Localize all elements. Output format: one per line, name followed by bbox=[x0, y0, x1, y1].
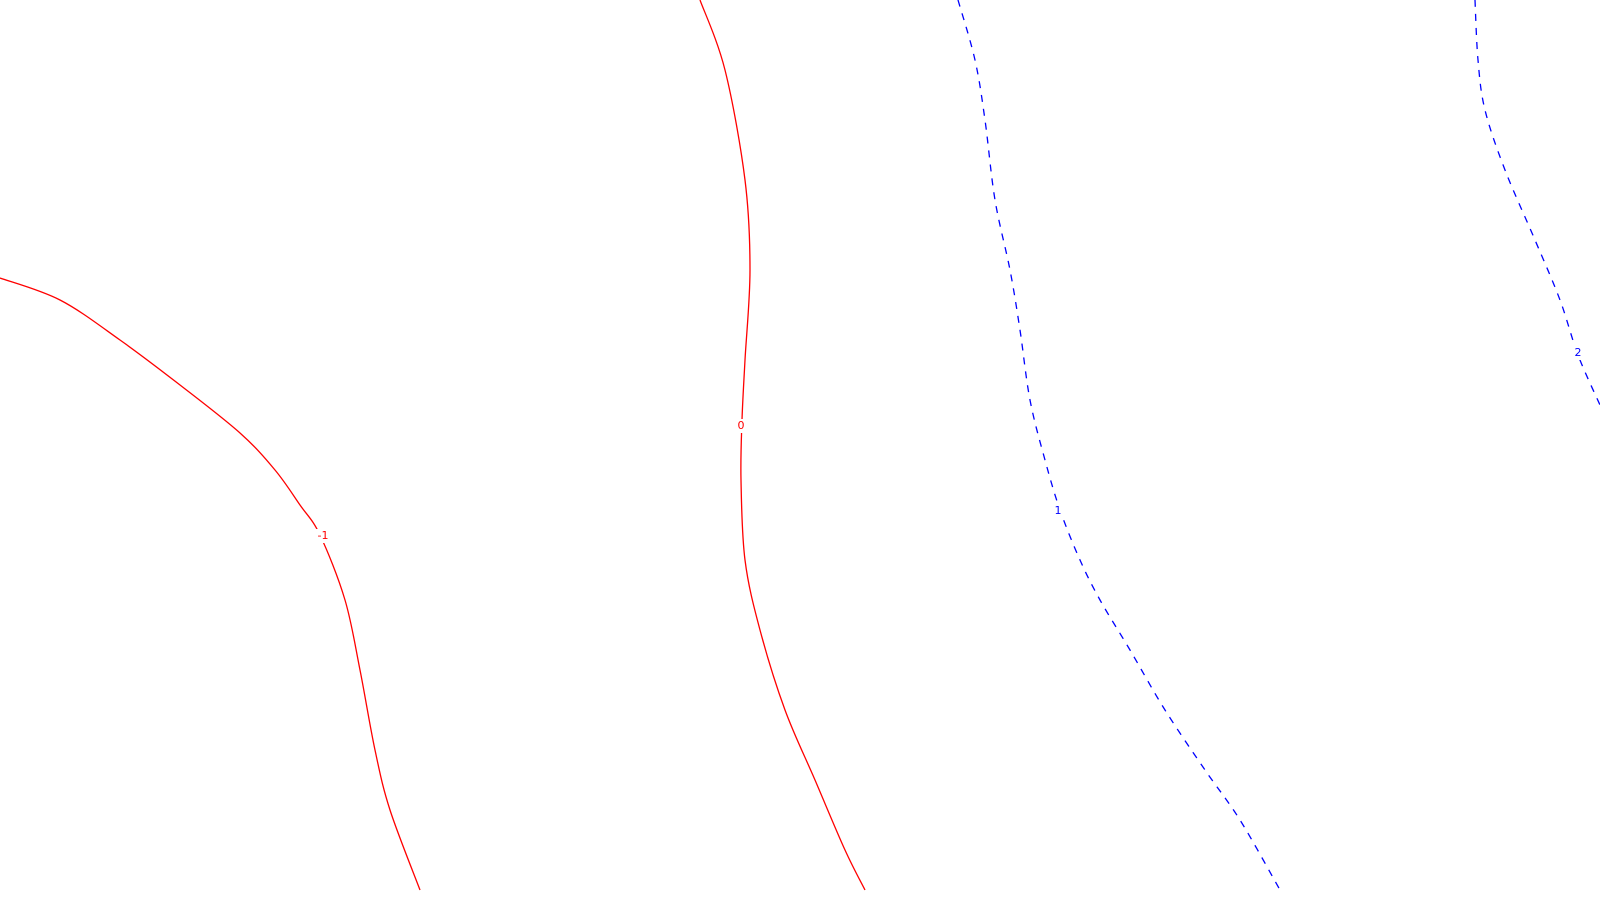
contour-label-level-neg1: -1 bbox=[318, 529, 329, 542]
contour-labels: -1 0 1 2 bbox=[316, 346, 1585, 543]
contour-label-level-0: 0 bbox=[738, 419, 745, 432]
contour-label-bg bbox=[316, 529, 330, 543]
contour-label-bg bbox=[1051, 504, 1065, 518]
contour-line-level-0 bbox=[699, 0, 866, 891]
contour-label-level-2: 2 bbox=[1575, 346, 1582, 359]
contour-label-level-1: 1 bbox=[1055, 504, 1062, 517]
contour-line-level-1 bbox=[957, 0, 1281, 891]
contour-label-bg bbox=[1571, 346, 1585, 360]
contour-line-level-neg1 bbox=[0, 277, 421, 891]
contour-label-bg bbox=[734, 419, 748, 433]
